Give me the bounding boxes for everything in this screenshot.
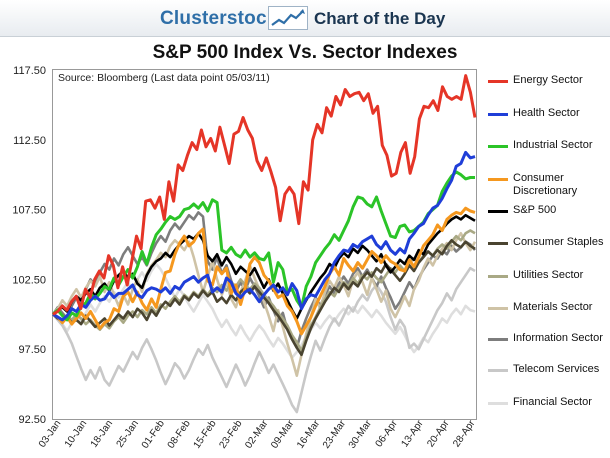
y-tick-label: 112.50 — [13, 135, 46, 147]
legend-label: Telecom Services — [513, 363, 600, 375]
legend-label: Information Sector — [513, 332, 603, 344]
legend-swatch — [488, 369, 508, 372]
x-tick-label: 09-Mar — [269, 418, 297, 451]
legend-label: Materials Sector — [513, 301, 593, 313]
legend-swatch — [488, 178, 508, 181]
series-line-materials-sector — [52, 232, 477, 378]
legend-swatch — [488, 338, 508, 341]
legend-swatch — [488, 275, 508, 278]
x-tick-label: 13-Apr — [399, 418, 426, 449]
x-tick-label: 02-Mar — [243, 418, 271, 451]
legend-label: Consumer Staples — [513, 236, 604, 248]
legend-swatch — [488, 80, 508, 83]
series-line-telecom-services — [52, 266, 476, 414]
legend-label: Energy Sector — [513, 74, 583, 86]
legend-label: Financial Sector — [513, 396, 592, 408]
x-tick-label: 23-Mar — [321, 418, 349, 451]
x-tick-label: 16-Mar — [295, 418, 323, 451]
x-tick-label: 30-Mar — [347, 418, 375, 451]
legend-label: Health Sector — [513, 107, 580, 119]
legend-label: Industrial Sector — [513, 139, 593, 151]
legend-swatch — [488, 113, 508, 116]
x-tick-label: 08-Feb — [166, 418, 193, 451]
series-line-information-sector — [51, 211, 476, 350]
x-tick-label: 10-Jan — [63, 418, 90, 449]
legend-swatch — [488, 242, 508, 245]
rising-chart-icon — [268, 6, 308, 30]
x-tick-label: 28-Apr — [451, 418, 478, 449]
legend-swatch — [488, 402, 508, 405]
x-tick-label: 20-Apr — [425, 418, 452, 449]
legend-label: Consumer Discretionary — [513, 172, 578, 197]
y-tick-label: 107.50 — [12, 205, 46, 217]
x-tick-label: 23-Feb — [217, 418, 244, 451]
series-line-consumer-discretionary — [52, 206, 476, 336]
chart-title: S&P 500 Index Vs. Sector Indexes — [152, 42, 458, 63]
x-tick-label: 06-Apr — [374, 418, 401, 449]
legend-swatch — [488, 145, 508, 148]
legend-swatch — [488, 307, 508, 310]
x-tick-label: 01-Feb — [140, 418, 167, 451]
legend-label: Utilities Sector — [513, 269, 584, 281]
x-tick-label: 18-Jan — [89, 418, 116, 449]
banner-title: Chart of the Day — [314, 9, 446, 28]
header-banner: Clusterstock Chart of the Day — [0, 0, 610, 37]
y-tick-label: 102.50 — [12, 274, 46, 286]
series-line-energy-sector — [52, 74, 477, 316]
series-line-financial-sector — [52, 262, 476, 359]
y-tick-label: 97.50 — [18, 344, 46, 356]
y-tick-label: 117.50 — [13, 65, 46, 77]
series-line-industrial-sector — [52, 170, 475, 322]
x-tick-label: 25-Jan — [115, 418, 142, 449]
series-line-health-sector — [52, 150, 476, 322]
brand-name: Clusterstock — [160, 8, 278, 29]
series-line-consumer-staples — [52, 239, 476, 357]
source-note: Source: Bloomberg (Last data point 05/03… — [58, 72, 270, 84]
y-tick-label: 92.50 — [18, 414, 46, 426]
x-tick-label: 15-Feb — [192, 418, 219, 451]
legend-swatch — [488, 210, 508, 213]
legend-label: S&P 500 — [513, 204, 557, 216]
